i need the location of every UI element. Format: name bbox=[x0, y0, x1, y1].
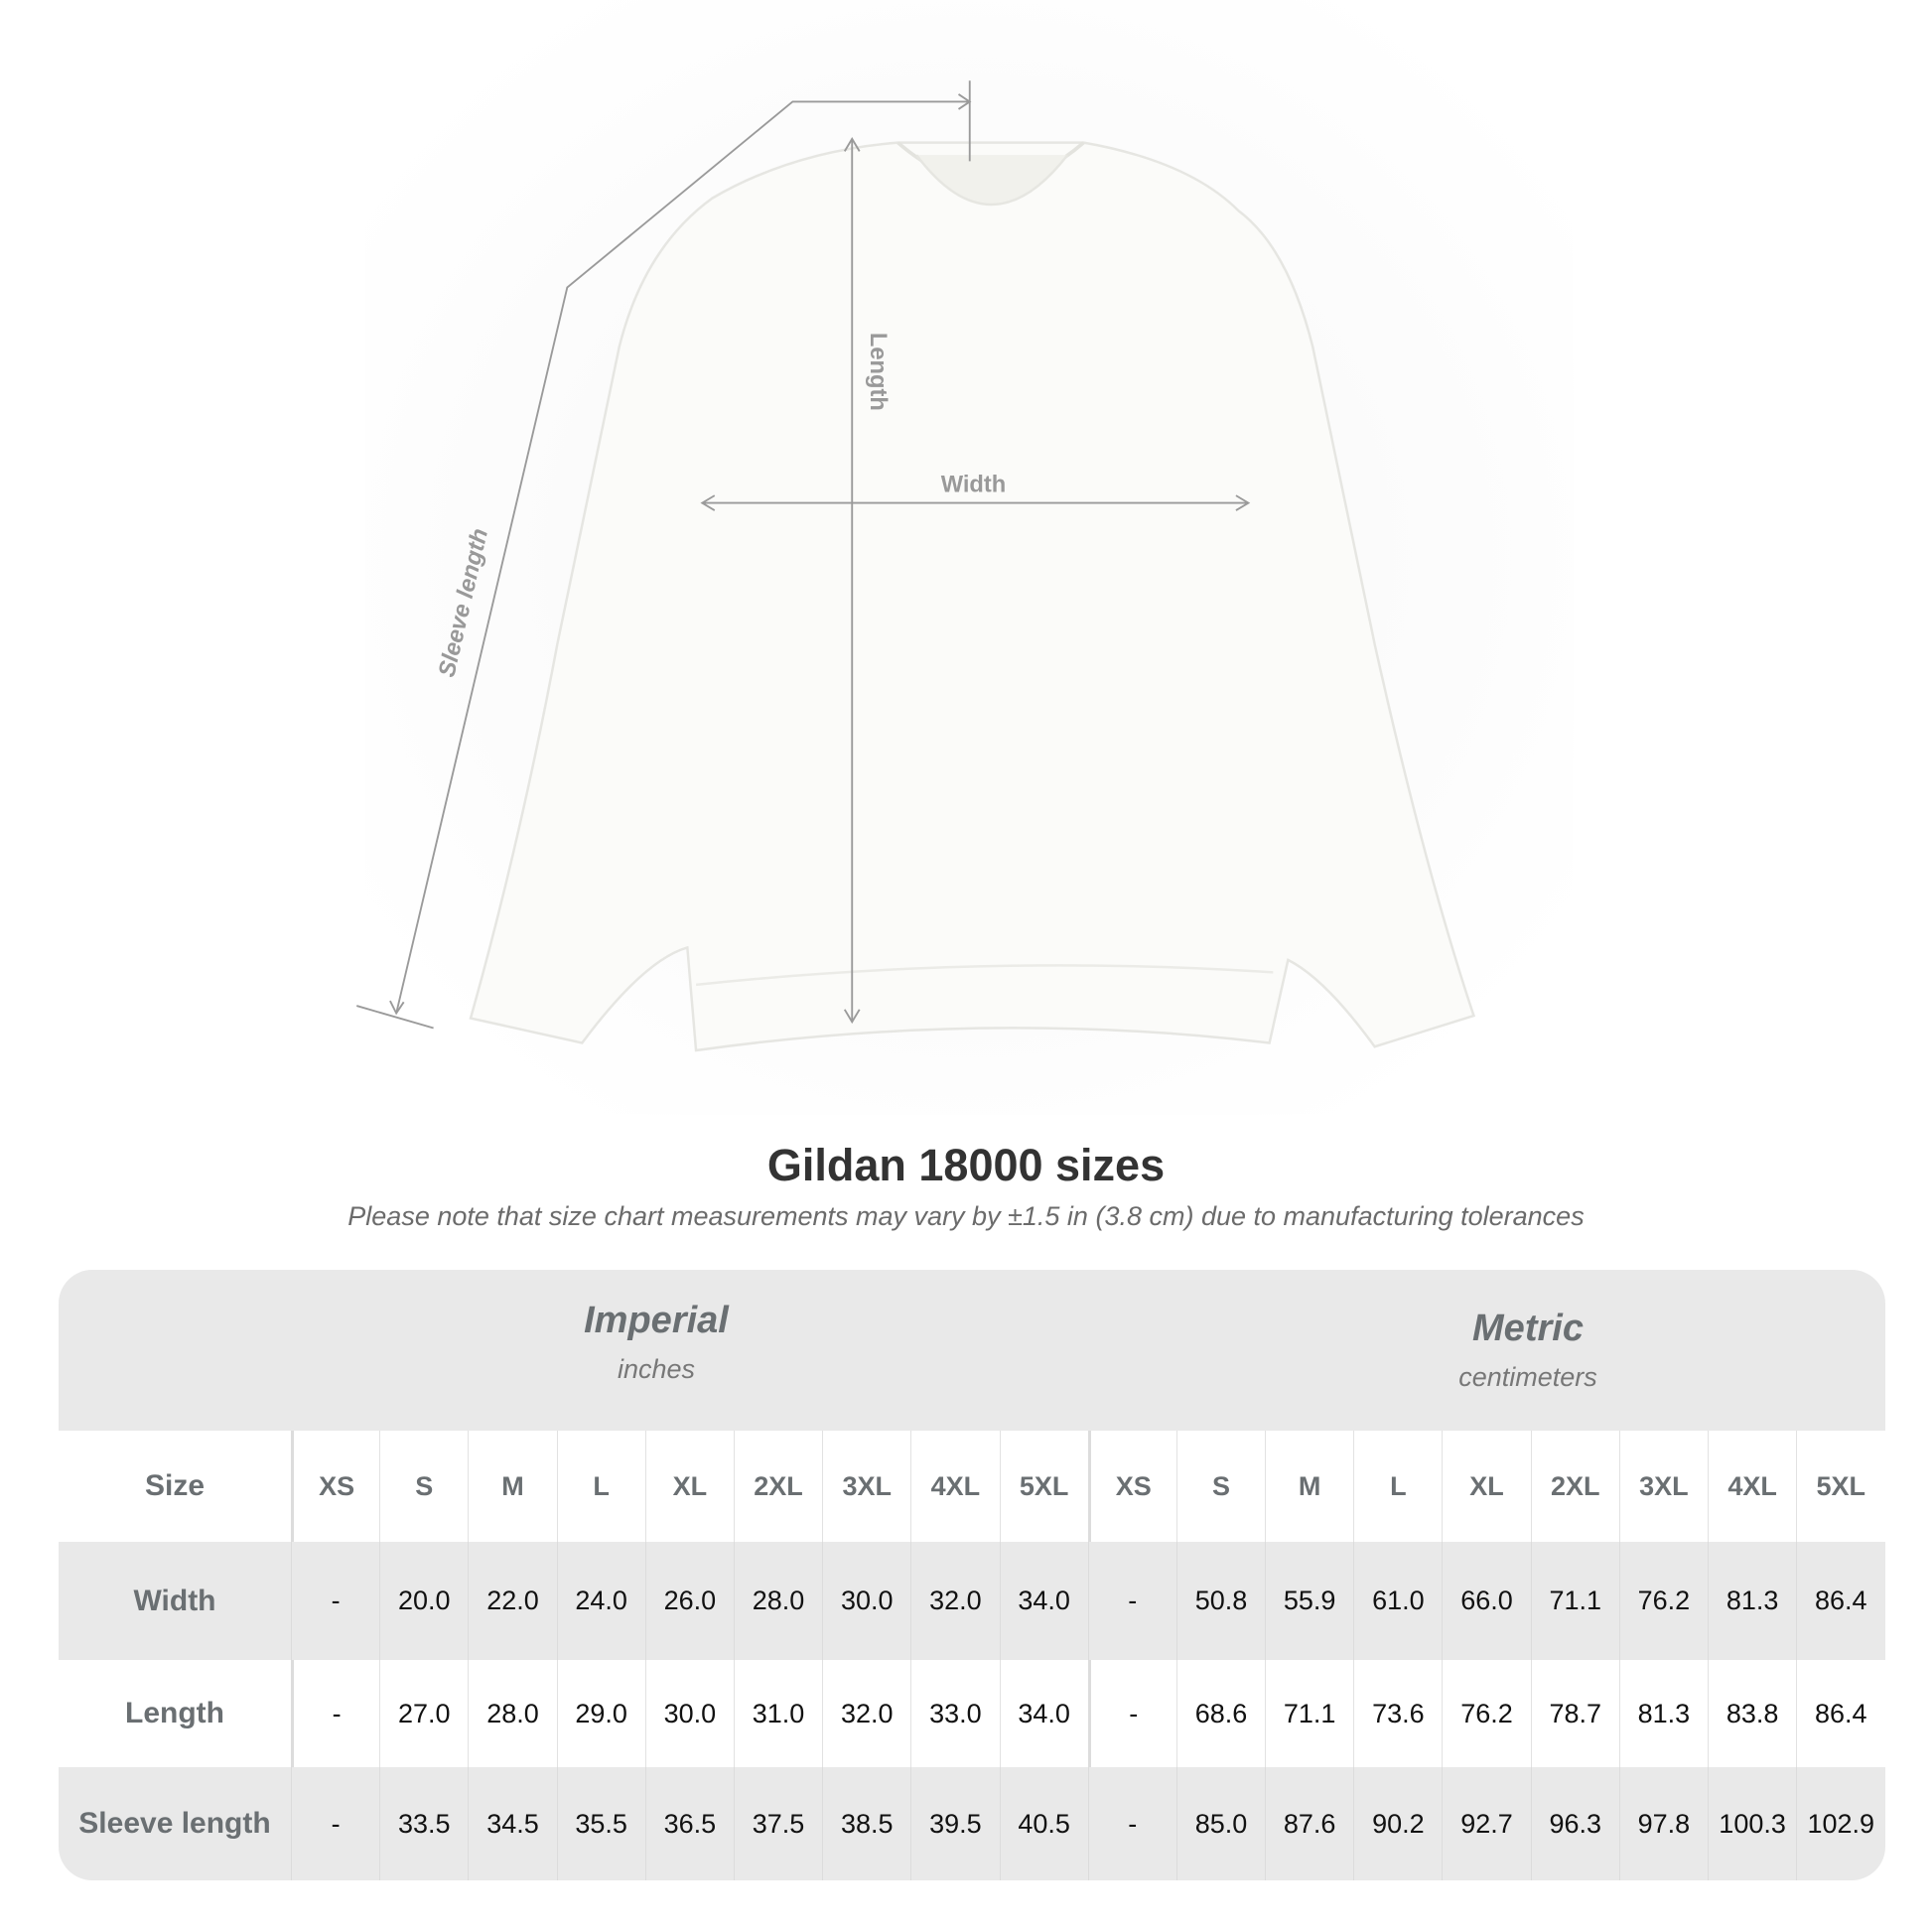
imperial-size-l: L bbox=[556, 1431, 645, 1542]
metric-value: 85.0 bbox=[1175, 1767, 1265, 1880]
imperial-size-3xl: 3XL bbox=[822, 1431, 910, 1542]
metric-size-xs: XS bbox=[1087, 1431, 1176, 1542]
metric-value: - bbox=[1087, 1660, 1176, 1767]
imperial-value: 34.0 bbox=[999, 1660, 1088, 1767]
imperial-unit: inches bbox=[617, 1354, 696, 1384]
metric-value: 78.7 bbox=[1530, 1660, 1619, 1767]
imperial-size-m: M bbox=[468, 1431, 556, 1542]
imperial-value: - bbox=[291, 1542, 379, 1660]
table-row: Sleeve length -33.5 34.5 35.5 36.5 37.5 38.5 39… bbox=[59, 1767, 1885, 1880]
metric-unit: centimeters bbox=[1458, 1362, 1597, 1392]
imperial-value: 24.0 bbox=[556, 1542, 645, 1660]
metric-value: 87.6 bbox=[1265, 1767, 1353, 1880]
metric-value: 76.2 bbox=[1442, 1660, 1530, 1767]
imperial-size-xs: XS bbox=[291, 1431, 379, 1542]
imperial-value: 36.5 bbox=[644, 1767, 734, 1880]
metric-value: 61.0 bbox=[1353, 1542, 1442, 1660]
metric-value: 92.7 bbox=[1442, 1767, 1530, 1880]
imperial-value: 27.0 bbox=[379, 1660, 468, 1767]
sleeve-length-line bbox=[395, 100, 970, 1014]
metric-value: 81.3 bbox=[1708, 1542, 1796, 1660]
imperial-value: 28.0 bbox=[468, 1660, 556, 1767]
metric-size-l: L bbox=[1353, 1431, 1442, 1542]
metric-size-m: M bbox=[1265, 1431, 1353, 1542]
metric-value: 90.2 bbox=[1353, 1767, 1442, 1880]
imperial-value: 33.0 bbox=[910, 1660, 999, 1767]
metric-title: Metric bbox=[1472, 1308, 1584, 1349]
metric-value: - bbox=[1087, 1542, 1176, 1660]
metric-size-4xl: 4XL bbox=[1708, 1431, 1796, 1542]
metric-value: 66.0 bbox=[1442, 1542, 1530, 1660]
table-header-band: Imperial inches Metric centimeters bbox=[59, 1270, 1885, 1431]
metric-value: 50.8 bbox=[1175, 1542, 1265, 1660]
metric-value: 76.2 bbox=[1618, 1542, 1708, 1660]
metric-value: 83.8 bbox=[1708, 1660, 1796, 1767]
row-label: Length bbox=[125, 1697, 224, 1729]
metric-value: 97.8 bbox=[1618, 1767, 1708, 1880]
metric-size-s: S bbox=[1175, 1431, 1265, 1542]
metric-size-xl: XL bbox=[1442, 1431, 1530, 1542]
metric-value: 86.4 bbox=[1796, 1542, 1884, 1660]
metric-value: 81.3 bbox=[1618, 1660, 1708, 1767]
metric-size-2xl: 2XL bbox=[1530, 1431, 1619, 1542]
metric-value: 102.9 bbox=[1796, 1767, 1884, 1880]
row-label: Width bbox=[133, 1584, 216, 1617]
imperial-value: 33.5 bbox=[379, 1767, 468, 1880]
width-label: Width bbox=[941, 472, 1007, 497]
length-label: Length bbox=[865, 333, 891, 411]
metric-value: - bbox=[1087, 1767, 1176, 1880]
metric-value: 68.6 bbox=[1175, 1660, 1265, 1767]
imperial-value: 32.0 bbox=[822, 1660, 910, 1767]
table-row: Width -20.0 22.0 24.0 26.0 28.0 30.0 32.0 34.0-5… bbox=[59, 1542, 1885, 1660]
metric-value: 55.9 bbox=[1265, 1542, 1353, 1660]
row-label: Sleeve length bbox=[78, 1807, 271, 1840]
size-label: Size bbox=[144, 1469, 206, 1502]
metric-value: 71.1 bbox=[1530, 1542, 1619, 1660]
imperial-value: 34.0 bbox=[999, 1542, 1088, 1660]
imperial-value: 30.0 bbox=[644, 1660, 734, 1767]
imperial-size-5xl: 5XL bbox=[999, 1431, 1088, 1542]
imperial-value: 29.0 bbox=[556, 1660, 645, 1767]
imperial-value: - bbox=[291, 1767, 379, 1880]
metric-value: 71.1 bbox=[1265, 1660, 1353, 1767]
imperial-title: Imperial bbox=[584, 1300, 729, 1341]
imperial-size-xl: XL bbox=[644, 1431, 734, 1542]
imperial-value: 37.5 bbox=[733, 1767, 822, 1880]
imperial-value: 26.0 bbox=[644, 1542, 734, 1660]
sweatshirt-diagram: Length Width Sleeve length bbox=[356, 0, 1574, 1115]
metric-value: 73.6 bbox=[1353, 1660, 1442, 1767]
metric-header: Metric centimeters bbox=[1230, 1308, 1826, 1393]
size-table: Imperial inches Metric centimeters Size X… bbox=[59, 1270, 1885, 1880]
sweatshirt-image bbox=[469, 141, 1476, 1052]
imperial-header: Imperial inches bbox=[358, 1300, 954, 1385]
imperial-value: 32.0 bbox=[910, 1542, 999, 1660]
size-header-row: Size XS S M L XL 2XL 3XL 4XL 5XL XS S M L XL 2XL 3XL 4XL 5… bbox=[59, 1431, 1885, 1542]
imperial-value: 40.5 bbox=[999, 1767, 1088, 1880]
metric-value: 100.3 bbox=[1708, 1767, 1796, 1880]
imperial-value: 34.5 bbox=[468, 1767, 556, 1880]
imperial-value: 30.0 bbox=[822, 1542, 910, 1660]
imperial-value: 22.0 bbox=[468, 1542, 556, 1660]
metric-value: 86.4 bbox=[1796, 1660, 1884, 1767]
imperial-value: 35.5 bbox=[556, 1767, 645, 1880]
metric-size-5xl: 5XL bbox=[1796, 1431, 1884, 1542]
imperial-value: 28.0 bbox=[733, 1542, 822, 1660]
imperial-size-4xl: 4XL bbox=[910, 1431, 999, 1542]
imperial-size-2xl: 2XL bbox=[733, 1431, 822, 1542]
imperial-value: 38.5 bbox=[822, 1767, 910, 1880]
imperial-value: - bbox=[291, 1660, 379, 1767]
metric-value: 96.3 bbox=[1530, 1767, 1619, 1880]
table-row: Length -27.0 28.0 29.0 30.0 31.0 32.0 33.0 34.0-… bbox=[59, 1660, 1885, 1767]
imperial-value: 20.0 bbox=[379, 1542, 468, 1660]
imperial-value: 39.5 bbox=[910, 1767, 999, 1880]
page-title: Gildan 18000 sizes bbox=[766, 1140, 1166, 1190]
imperial-size-s: S bbox=[379, 1431, 468, 1542]
tolerance-note: Please note that size chart measurements… bbox=[347, 1201, 1585, 1231]
metric-size-3xl: 3XL bbox=[1618, 1431, 1708, 1542]
imperial-value: 31.0 bbox=[733, 1660, 822, 1767]
